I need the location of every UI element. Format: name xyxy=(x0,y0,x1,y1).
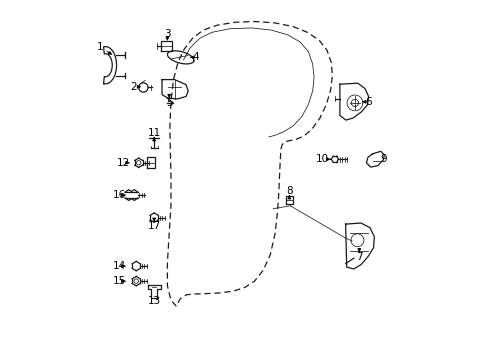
Text: 7: 7 xyxy=(355,252,362,262)
Text: 12: 12 xyxy=(117,158,130,168)
Text: 8: 8 xyxy=(285,186,292,197)
Text: 15: 15 xyxy=(113,276,126,286)
Text: 1: 1 xyxy=(97,42,103,52)
Text: 11: 11 xyxy=(147,128,161,138)
Text: 6: 6 xyxy=(364,97,371,107)
Text: 14: 14 xyxy=(113,261,126,271)
Text: 5: 5 xyxy=(165,98,172,108)
Text: 10: 10 xyxy=(315,154,328,164)
Text: 4: 4 xyxy=(192,52,199,62)
Text: 2: 2 xyxy=(130,82,137,92)
Text: 3: 3 xyxy=(164,29,170,39)
Text: 17: 17 xyxy=(147,221,161,231)
Text: 9: 9 xyxy=(380,154,386,164)
Text: 16: 16 xyxy=(113,190,126,200)
Text: 13: 13 xyxy=(147,296,161,306)
